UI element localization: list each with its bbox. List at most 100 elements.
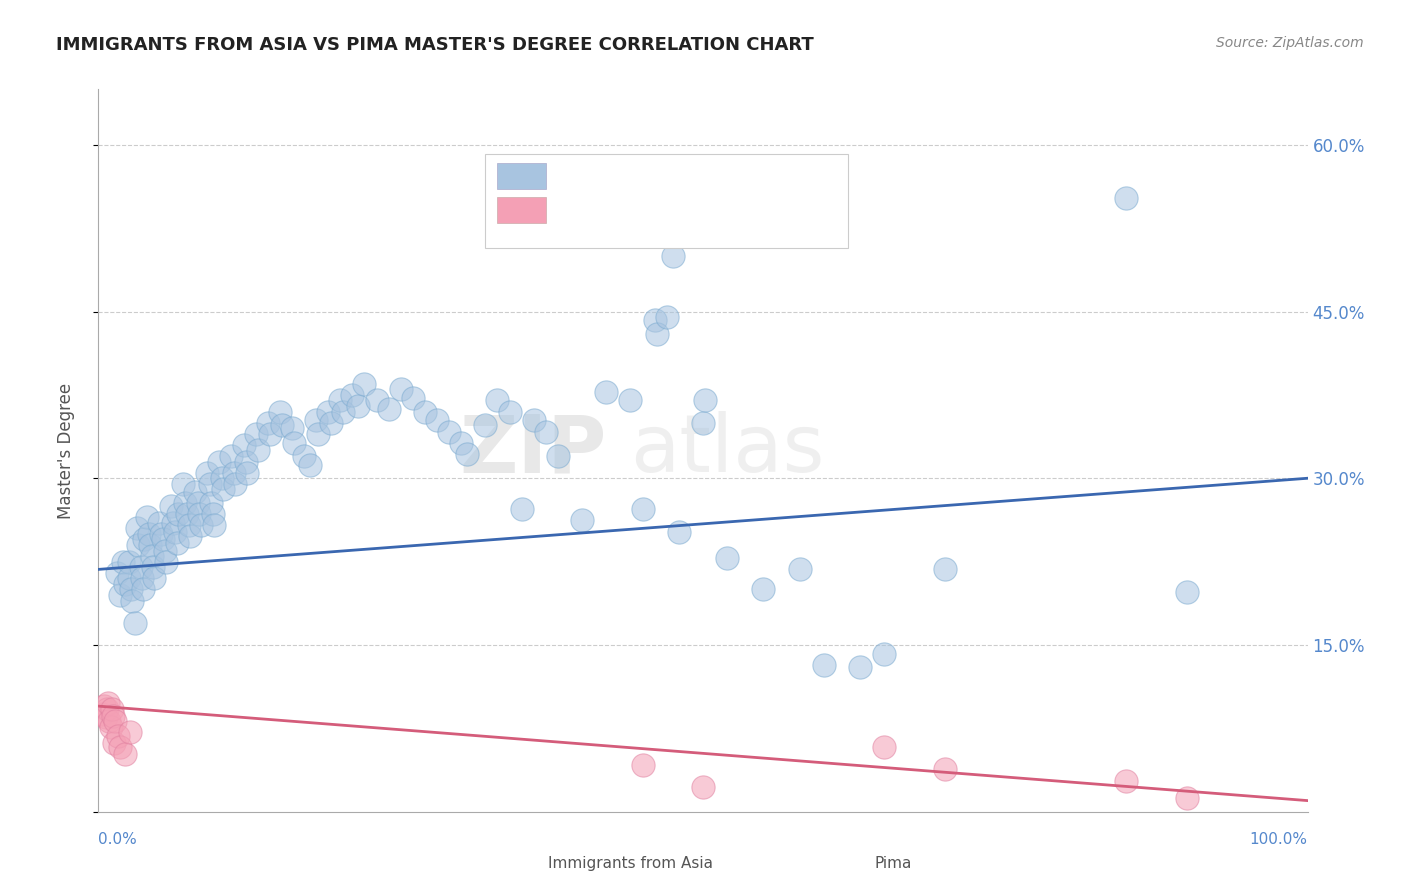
Point [131, 571, 153, 585]
Point [236, 466, 259, 480]
Point [631, 758, 654, 772]
Point [329, 393, 352, 408]
Point [222, 466, 245, 480]
Point [142, 560, 165, 574]
Point [91, 706, 114, 721]
Point [105, 566, 128, 580]
Text: R =: R = [558, 200, 589, 218]
Point [232, 438, 254, 452]
Point [200, 496, 222, 510]
Point [644, 313, 666, 327]
Point [114, 747, 136, 761]
Point [134, 533, 156, 547]
FancyBboxPatch shape [498, 855, 536, 873]
Point [292, 449, 315, 463]
Point [167, 507, 190, 521]
FancyBboxPatch shape [498, 163, 546, 189]
Point [645, 326, 668, 341]
Point [166, 535, 188, 549]
Point [256, 416, 278, 430]
Point [212, 483, 235, 497]
Text: IMMIGRANTS FROM ASIA VS PIMA MASTER'S DEGREE CORRELATION CHART: IMMIGRANTS FROM ASIA VS PIMA MASTER'S DE… [56, 36, 814, 54]
Point [108, 740, 131, 755]
Point [176, 507, 198, 521]
Point [437, 425, 460, 439]
Point [141, 549, 163, 563]
Point [97, 696, 120, 710]
Point [426, 413, 449, 427]
Point [118, 555, 141, 569]
Point [118, 571, 141, 585]
Point [305, 413, 328, 427]
Point [402, 391, 425, 405]
Point [127, 521, 149, 535]
Text: Pima: Pima [875, 856, 912, 871]
Point [934, 562, 956, 576]
Y-axis label: Master's Degree: Master's Degree [56, 383, 75, 518]
Point [155, 555, 177, 569]
Point [135, 510, 157, 524]
Point [595, 384, 617, 399]
Point [198, 476, 221, 491]
Point [342, 388, 364, 402]
Point [150, 526, 173, 541]
Point [179, 529, 201, 543]
Point [631, 502, 654, 516]
Point [127, 538, 149, 552]
Point [413, 404, 436, 418]
Point [695, 393, 717, 408]
Text: 100.0%: 100.0% [1250, 832, 1308, 847]
Point [873, 647, 896, 661]
Text: 107: 107 [724, 165, 759, 184]
Point [269, 404, 291, 418]
Point [163, 524, 186, 539]
Point [510, 502, 533, 516]
Point [93, 699, 115, 714]
Point [571, 514, 593, 528]
Point [789, 562, 811, 576]
Text: Source: ZipAtlas.com: Source: ZipAtlas.com [1216, 36, 1364, 50]
Point [153, 543, 176, 558]
Point [655, 310, 678, 324]
Point [108, 588, 131, 602]
Point [120, 582, 142, 597]
Point [523, 413, 546, 427]
Point [179, 517, 201, 532]
Point [353, 376, 375, 391]
Point [103, 736, 125, 750]
Point [486, 393, 509, 408]
FancyBboxPatch shape [498, 197, 546, 223]
Point [138, 526, 160, 541]
Point [129, 560, 152, 574]
Point [96, 702, 118, 716]
Point [124, 615, 146, 630]
Text: 0.0%: 0.0% [98, 832, 138, 847]
Point [221, 449, 243, 463]
Point [1175, 791, 1198, 805]
Point [450, 435, 472, 450]
Point [456, 447, 478, 461]
Text: atlas: atlas [630, 411, 825, 490]
Point [377, 402, 399, 417]
Point [245, 426, 267, 441]
Point [934, 763, 956, 777]
Text: 21: 21 [724, 200, 748, 218]
Point [316, 404, 339, 418]
Point [692, 780, 714, 795]
Point [235, 454, 257, 468]
Point [692, 416, 714, 430]
Point [107, 729, 129, 743]
Point [152, 533, 174, 547]
Point [184, 484, 207, 499]
Point [873, 740, 896, 755]
Point [118, 724, 141, 739]
Point [121, 593, 143, 607]
Text: -0.450: -0.450 [606, 200, 665, 218]
Point [283, 435, 305, 450]
Point [752, 582, 775, 597]
Point [187, 507, 209, 521]
Point [661, 249, 683, 263]
Point [100, 720, 122, 734]
Point [332, 404, 354, 418]
Point [100, 702, 122, 716]
